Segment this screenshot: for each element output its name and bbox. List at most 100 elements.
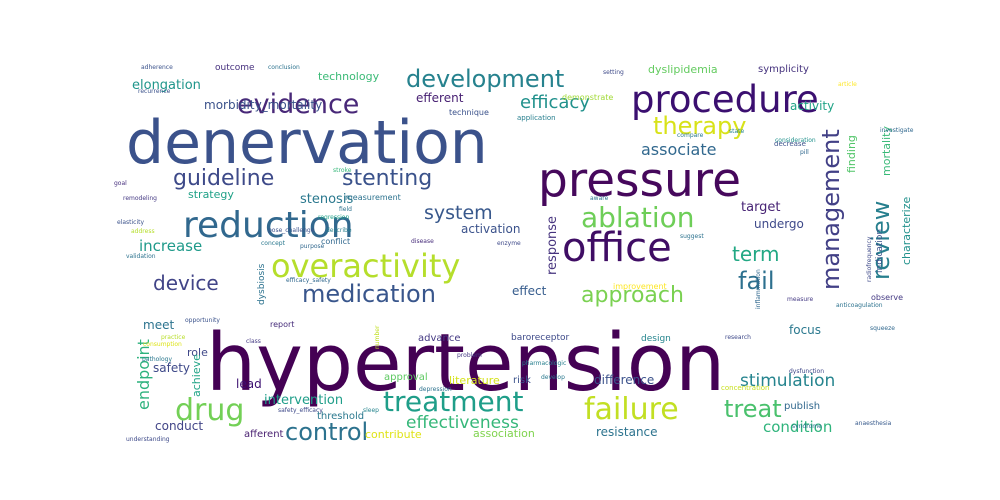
cloud-word: consumption bbox=[143, 341, 182, 348]
cloud-word: develop bbox=[541, 374, 565, 381]
cloud-word: response bbox=[545, 216, 560, 275]
cloud-word: concentration bbox=[721, 384, 769, 392]
cloud-word: pose_challenge bbox=[268, 227, 315, 234]
cloud-word: publish bbox=[784, 401, 820, 412]
cloud-word: therapy bbox=[653, 112, 746, 140]
cloud-word: field bbox=[339, 206, 352, 213]
cloud-word: system bbox=[424, 202, 493, 224]
cloud-word: term bbox=[732, 242, 780, 266]
cloud-word: application bbox=[517, 114, 556, 122]
cloud-word: intervention bbox=[264, 393, 343, 408]
cloud-word: morbidity_mortality bbox=[204, 98, 322, 112]
cloud-word: focus bbox=[789, 323, 821, 337]
cloud-word: fail bbox=[738, 267, 775, 295]
cloud-word: radiofrequency bbox=[866, 236, 873, 282]
cloud-word: dyslipidemia bbox=[648, 63, 718, 76]
cloud-word: improvement bbox=[613, 282, 667, 291]
cloud-word: elongation bbox=[132, 78, 201, 93]
cloud-word: stroke bbox=[333, 167, 352, 174]
cloud-word: article bbox=[838, 81, 857, 88]
cloud-word: evidence bbox=[237, 89, 359, 120]
cloud-word: demonstrate bbox=[562, 93, 613, 102]
cloud-word: adherence bbox=[141, 64, 173, 71]
cloud-word: suggest bbox=[680, 233, 704, 240]
cloud-word: anaesthesia bbox=[855, 420, 892, 427]
cloud-word: mortality bbox=[880, 126, 893, 176]
cloud-word: address bbox=[131, 228, 155, 235]
cloud-word: denervation bbox=[126, 108, 488, 178]
cloud-word: regression bbox=[318, 214, 349, 221]
cloud-word: device bbox=[153, 271, 219, 295]
cloud-word: treat bbox=[724, 395, 782, 423]
cloud-word: characterize bbox=[900, 196, 913, 265]
cloud-word: management bbox=[817, 129, 845, 290]
cloud-word: review bbox=[867, 201, 895, 280]
cloud-word: recurrence bbox=[138, 88, 171, 95]
cloud-word: practice bbox=[161, 334, 186, 341]
cloud-word: reduction bbox=[183, 205, 354, 246]
cloud-word: efferent bbox=[416, 91, 464, 105]
cloud-word: indication bbox=[875, 229, 885, 273]
cloud-word: conduct bbox=[155, 419, 203, 433]
cloud-word: target bbox=[741, 200, 781, 215]
cloud-word: control bbox=[285, 418, 368, 446]
cloud-word: strategy bbox=[188, 188, 234, 201]
cloud-word: meet bbox=[143, 318, 174, 332]
cloud-word: overactivity bbox=[271, 247, 460, 285]
cloud-word: research bbox=[725, 334, 751, 341]
cloud-word: enzyme bbox=[497, 240, 521, 247]
cloud-word: opportunity bbox=[185, 317, 220, 324]
cloud-word: compare bbox=[677, 132, 704, 139]
cloud-word: advance bbox=[418, 333, 461, 344]
cloud-word: failure bbox=[584, 392, 679, 427]
cloud-word: association bbox=[473, 427, 535, 440]
cloud-word: finding bbox=[845, 135, 858, 173]
cloud-word: technology bbox=[318, 70, 380, 83]
cloud-word: disease bbox=[411, 238, 434, 245]
cloud-word: difference bbox=[594, 373, 654, 387]
cloud-word: hypertension bbox=[206, 317, 725, 409]
cloud-word: report bbox=[270, 320, 294, 329]
cloud-word: dysfunction bbox=[789, 368, 824, 375]
cloud-word: ablation bbox=[581, 201, 695, 234]
cloud-word: procedure bbox=[631, 78, 819, 121]
cloud-word: remodeling bbox=[123, 195, 157, 202]
cloud-word: problem bbox=[457, 352, 482, 359]
cloud-word: consideration bbox=[775, 137, 816, 144]
cloud-word: class bbox=[246, 338, 261, 345]
cloud-word: risk bbox=[513, 375, 531, 386]
cloud-word: condition bbox=[763, 418, 832, 436]
cloud-word: elasticity bbox=[117, 219, 144, 226]
cloud-word: pharmacologic bbox=[522, 360, 566, 367]
cloud-word: setting bbox=[603, 69, 624, 76]
cloud-word: stenosis bbox=[300, 192, 353, 207]
cloud-word: design bbox=[641, 334, 671, 344]
cloud-word: literature bbox=[449, 374, 500, 387]
cloud-word: validation bbox=[126, 253, 156, 260]
cloud-word: approach bbox=[581, 283, 684, 308]
cloud-word: threshold bbox=[317, 411, 364, 422]
cloud-word: squeeze bbox=[870, 325, 895, 332]
cloud-word: sleep bbox=[363, 407, 379, 414]
cloud-word: measurement bbox=[345, 193, 401, 202]
cloud-word: symplicity bbox=[758, 64, 809, 75]
cloud-word: drug bbox=[175, 393, 244, 428]
cloud-word: concept bbox=[261, 240, 286, 247]
cloud-word: afferent bbox=[244, 429, 284, 440]
cloud-word: dysbiosis bbox=[257, 263, 267, 305]
cloud-word: conflict bbox=[321, 237, 350, 246]
cloud-word: safety_efficacy bbox=[278, 407, 323, 414]
cloud-word: medication bbox=[302, 280, 436, 308]
cloud-word: describe bbox=[326, 227, 352, 234]
cloud-word: guideline bbox=[173, 166, 274, 191]
cloud-word: depression bbox=[419, 386, 452, 393]
cloud-word: outcome bbox=[215, 63, 255, 73]
cloud-word: associate bbox=[641, 140, 716, 159]
cloud-word: pathology bbox=[142, 356, 172, 363]
cloud-word: role bbox=[187, 346, 208, 359]
cloud-word: pill bbox=[800, 149, 809, 156]
cloud-word: lead bbox=[236, 377, 262, 391]
cloud-word: effect bbox=[512, 284, 547, 298]
cloud-word: anticoagulation bbox=[836, 302, 883, 309]
